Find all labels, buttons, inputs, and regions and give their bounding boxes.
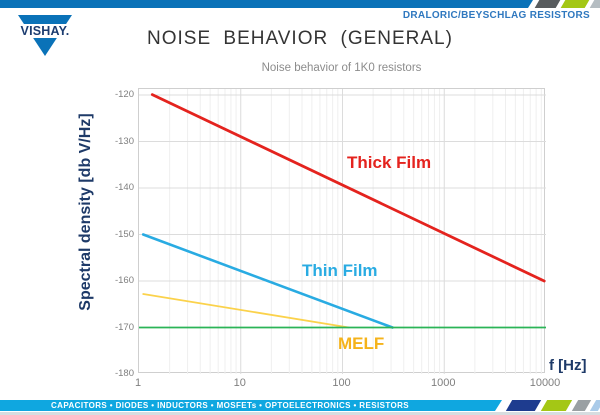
vishay-wordmark: VISHAY. <box>14 24 76 38</box>
y-tick-label: -170 <box>114 321 134 333</box>
footer-products-text: CAPACITORS • DIODES • INDUCTORS • MOSFET… <box>51 401 409 410</box>
x-axis-ticks: 1 10 100 1000 10000 <box>134 377 560 393</box>
series-label-thick-film: Thick Film <box>347 153 432 172</box>
footer-chevron-navy <box>505 400 542 411</box>
top-bar-blue-stripe <box>0 0 533 8</box>
division-label: DRALORIC/BEYSCHLAG RESISTORS <box>402 10 590 21</box>
y-tick-label: -140 <box>114 182 134 193</box>
footer-cyan-stripe <box>0 400 502 411</box>
top-bar-chevron-slate <box>534 0 561 8</box>
chart-canvas <box>139 89 546 374</box>
y-tick-label: -150 <box>114 228 134 240</box>
page-title: NOISE BEHAVIOR (GENERAL) <box>147 28 453 49</box>
series-line-melf <box>142 293 350 329</box>
top-bar-chevron-pale <box>589 0 600 8</box>
series-line-thick-film <box>150 93 546 283</box>
x-tick-label: 100 <box>332 377 351 389</box>
series-label-thin-film: Thin Film <box>302 261 378 280</box>
footer-chevron-pale <box>589 400 600 411</box>
footer-product-bar: CAPACITORS • DIODES • INDUCTORS • MOSFET… <box>0 400 600 411</box>
x-tick-label: 1 <box>134 377 142 389</box>
vishay-logo: VISHAY. <box>14 13 76 59</box>
y-tick-label: -120 <box>114 89 134 100</box>
top-brand-bar <box>0 0 600 8</box>
series-label-melf: MELF <box>338 334 385 353</box>
x-tick-label: 1000 <box>431 377 456 389</box>
y-tick-label: -160 <box>114 275 134 286</box>
y-tick-label: -130 <box>114 135 134 147</box>
x-axis-label: f [Hz] <box>549 357 587 374</box>
top-bar-chevron-lime <box>560 0 590 8</box>
series-line-thin-film <box>141 233 394 329</box>
footer-chevron-lime <box>540 400 573 411</box>
y-axis-ticks: -120 -130 -140 -150 -160 -170 -180 <box>92 88 134 379</box>
x-tick-label: 10000 <box>529 377 561 389</box>
chart-title: Noise behavior of 1K0 resistors <box>261 62 422 74</box>
slide-bottom-edge <box>0 412 600 415</box>
footer-chevron-gray <box>571 400 592 411</box>
y-tick-label: -180 <box>114 368 134 379</box>
plot-area <box>138 88 546 374</box>
x-tick-label: 10 <box>233 377 246 389</box>
